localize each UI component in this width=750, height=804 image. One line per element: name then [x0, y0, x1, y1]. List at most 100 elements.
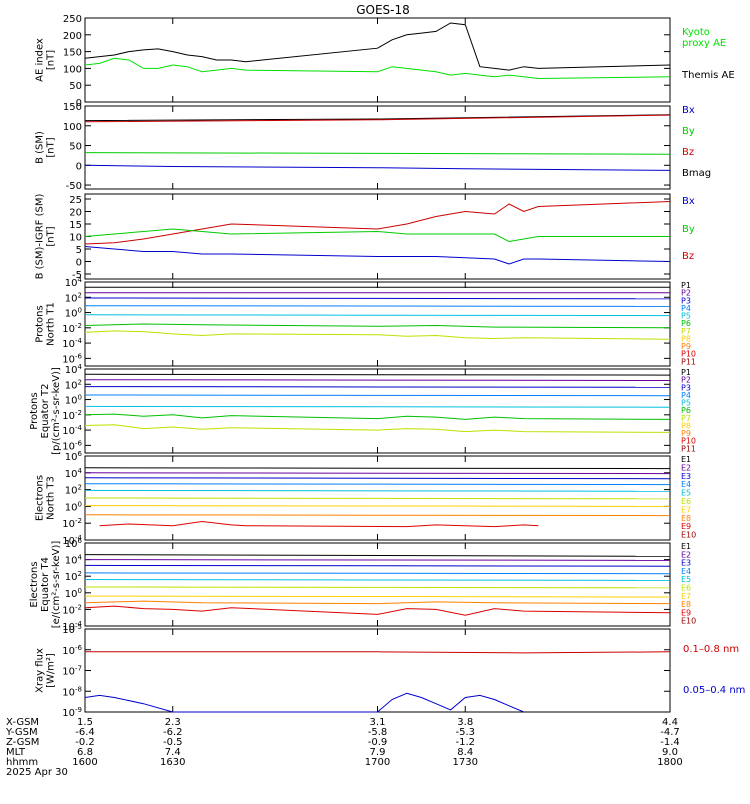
y-axis-label: B (SM)-IGRF (SM) — [35, 194, 46, 280]
legend-entry: Bmag — [682, 168, 711, 179]
y-tick-label: 50 — [69, 81, 82, 92]
x-axis-row-value: -6.2 — [163, 727, 183, 738]
x-axis-row-value: 2.3 — [165, 717, 181, 728]
legend-entry: P4 — [681, 304, 691, 313]
y-tick-label: 15 — [69, 220, 82, 231]
legend-entry: P11 — [681, 357, 696, 366]
series-line-pe — [84, 424, 671, 433]
legend-entry: E1 — [681, 455, 691, 464]
x-axis-row-value: 6.8 — [77, 747, 93, 758]
panel-frame-bsm — [84, 105, 671, 190]
y-tick-label: 102 — [65, 570, 82, 583]
series-line-bigrf — [84, 201, 671, 245]
y-tick-label: 104 — [65, 467, 83, 480]
legend-entry: E7 — [681, 505, 691, 514]
legend-entry: P9 — [681, 429, 691, 438]
series-line-pe — [84, 373, 671, 376]
x-axis-row-value: 1800 — [657, 757, 682, 768]
y-tick-label: 100 — [65, 307, 82, 320]
y-tick-label: 0 — [76, 98, 82, 109]
x-axis-row-value: 1630 — [160, 757, 185, 768]
legend-entry: E2 — [681, 463, 691, 472]
series-line-en — [99, 520, 539, 528]
series-line-pn — [84, 305, 671, 307]
y-axis-label: North T1 — [46, 302, 57, 346]
legend-entry: E5 — [681, 489, 691, 498]
legend-entry: Kyoto — [682, 27, 710, 38]
legend-entry: P2 — [681, 289, 691, 298]
y-axis-label: [nT] — [46, 137, 57, 157]
series-line-en — [84, 514, 671, 517]
y-tick-label: 0 — [76, 258, 82, 269]
y-axis-label: Electrons — [29, 561, 40, 607]
legend-entry: E9 — [681, 522, 691, 531]
legend-entry: E5 — [681, 575, 691, 584]
x-axis-row-value: -1.4 — [660, 737, 680, 748]
y-tick-label: 50 — [69, 142, 82, 153]
series-line-ee — [84, 554, 671, 557]
series-line-ee — [84, 579, 671, 581]
legend-entry: E2 — [681, 550, 691, 559]
legend-entry: P8 — [681, 334, 691, 343]
y-axis-label: Protons — [35, 305, 46, 342]
y-axis-label: Equator T4 — [40, 557, 51, 612]
y-axis-label: [W/m²] — [46, 653, 57, 688]
legend-entry: P7 — [681, 327, 691, 336]
series-line-bsm — [84, 114, 671, 122]
series-line-bsm — [84, 152, 671, 155]
series-line-en — [84, 483, 671, 486]
series-line-pn — [84, 297, 671, 300]
x-axis-row-value: 3.1 — [370, 717, 386, 728]
legend-entry: E10 — [681, 531, 696, 540]
y-tick-label: 0 — [76, 161, 82, 172]
x-axis-row-label: MLT — [6, 747, 26, 758]
y-tick-label: 10 — [69, 233, 82, 244]
series-line-ee — [84, 559, 671, 561]
y-tick-label: 10-2 — [62, 517, 82, 530]
legend-entry: Bx — [682, 196, 695, 207]
y-axis-label: North T3 — [46, 476, 57, 520]
legend-entry: E4 — [681, 480, 691, 489]
series-line-bsm — [84, 114, 671, 123]
legend-entry: E3 — [681, 559, 691, 568]
series-line-ee — [84, 595, 671, 598]
legend-entry: P7 — [681, 414, 691, 423]
legend-entry: P1 — [681, 368, 691, 377]
series-line-pe — [84, 386, 671, 388]
series-line-ae — [84, 57, 671, 80]
y-tick-label: 25 — [69, 195, 82, 206]
x-axis-row-value: -6.4 — [75, 727, 95, 738]
series-line-ee — [84, 605, 671, 616]
y-tick-label: 102 — [65, 291, 82, 304]
legend-entry: E9 — [681, 608, 691, 617]
x-axis-row-value: 7.9 — [370, 747, 386, 758]
legend-entry: Bz — [682, 251, 694, 262]
y-tick-label: 106 — [65, 450, 83, 463]
series-line-en — [84, 489, 671, 492]
series-line-bigrf — [84, 228, 670, 243]
legend-entry: P5 — [681, 312, 691, 321]
legend-entry: Bz — [682, 147, 694, 158]
series-line-ee — [84, 564, 671, 567]
legend-entry: E3 — [681, 472, 691, 481]
x-axis-row-value: 7.4 — [165, 747, 181, 758]
legend-entry: E6 — [681, 497, 691, 506]
y-tick-label: 100 — [65, 394, 82, 407]
y-axis-label: Protons — [29, 392, 40, 429]
legend-entry: P10 — [681, 437, 696, 446]
series-line-en — [84, 477, 671, 480]
legend-entry: P6 — [681, 406, 691, 415]
panel-frame-ae — [84, 17, 671, 103]
legend-entry: P11 — [681, 444, 696, 453]
x-axis-row-label: Z-GSM — [6, 737, 39, 748]
chart-title: GOES-18 — [356, 3, 410, 17]
y-tick-label: -5 — [72, 270, 82, 281]
y-axis-label: [nT] — [46, 226, 57, 246]
y-tick-label: 10-8 — [62, 685, 82, 698]
series-line-xray — [85, 651, 671, 654]
y-axis-label: [p/(cm²-s-sr-keV)] — [51, 367, 62, 455]
y-tick-label: 200 — [63, 31, 82, 42]
y-tick-label: 106 — [65, 537, 83, 550]
x-axis-row-value: -5.3 — [455, 727, 475, 738]
date-label: 2025 Apr 30 — [6, 767, 68, 778]
